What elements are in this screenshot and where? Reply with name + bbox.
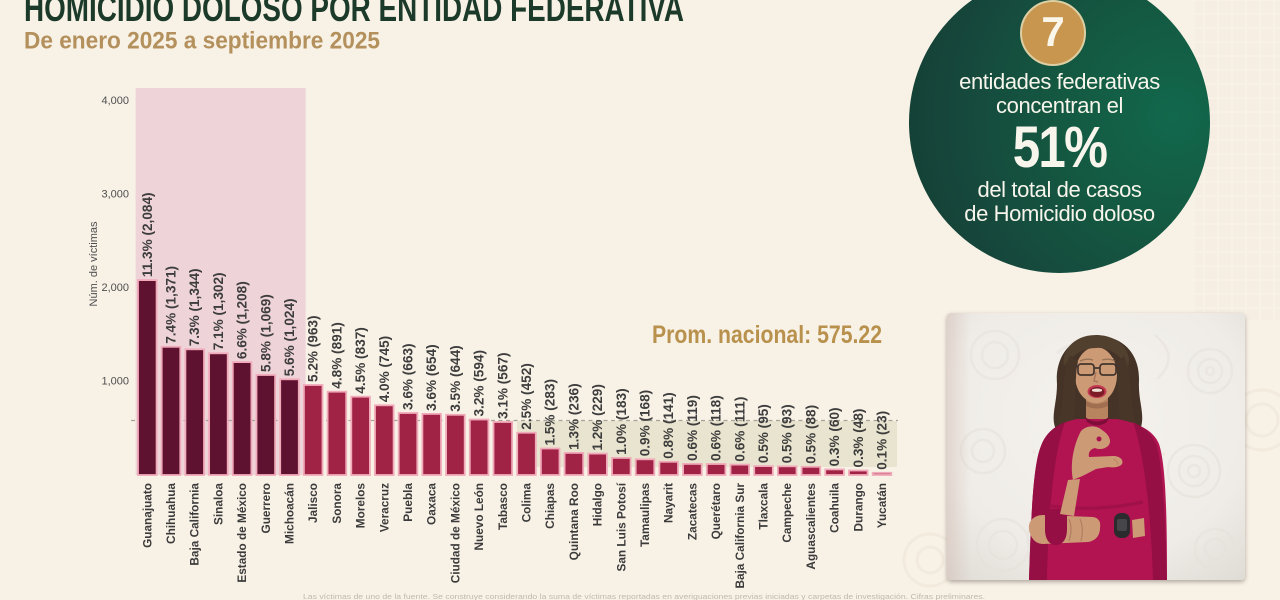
svg-text:3.6% (663): 3.6% (663) [401,344,416,411]
svg-text:0.5% (88): 0.5% (88) [803,405,818,464]
svg-text:3.5% (644): 3.5% (644) [448,345,463,412]
svg-text:HOMICIDIO DOLOSO POR ENTIDAD F: HOMICIDIO DOLOSO POR ENTIDAD FEDERATIVA [24,0,684,29]
svg-text:Baja California: Baja California [188,483,202,566]
svg-text:7.1% (1,302): 7.1% (1,302) [211,272,226,350]
svg-text:0.5% (95): 0.5% (95) [756,404,771,463]
svg-text:0.1% (23): 0.1% (23) [875,411,890,470]
svg-text:San Luis Potosí: San Luis Potosí [614,482,628,571]
svg-text:Jalisco: Jalisco [306,483,320,523]
svg-text:0.3% (60): 0.3% (60) [827,407,842,466]
svg-text:Yucatán: Yucatán [875,483,889,528]
svg-text:Tamaulipas: Tamaulipas [638,483,652,547]
svg-text:0.3% (48): 0.3% (48) [851,409,866,468]
svg-text:Durango: Durango [851,483,865,532]
svg-text:Nuevo León: Nuevo León [472,483,486,551]
svg-text:1.2% (229): 1.2% (229) [590,384,605,451]
svg-text:Guanajuato: Guanajuato [140,483,154,548]
svg-text:11.3% (2,084): 11.3% (2,084) [140,192,155,277]
svg-text:Chihuahua: Chihuahua [164,483,178,544]
svg-text:Prom. nacional: 575.22: Prom. nacional: 575.22 [652,321,882,349]
svg-text:Tabasco: Tabasco [496,483,510,530]
svg-text:Michoacán: Michoacán [283,483,297,544]
svg-text:Puebla: Puebla [401,483,415,522]
svg-text:Ciudad de México: Ciudad de México [448,483,462,583]
svg-text:Sinaloa: Sinaloa [211,483,225,525]
svg-text:0.8% (141): 0.8% (141) [661,392,676,459]
svg-text:5.6% (1,024): 5.6% (1,024) [282,298,297,376]
svg-text:Hidalgo: Hidalgo [591,483,605,526]
svg-text:De enero 2025 a septiembre 202: De enero 2025 a septiembre 2025 [24,28,380,55]
svg-text:Baja California Sur: Baja California Sur [733,483,747,589]
svg-text:Sonora: Sonora [330,483,344,524]
svg-text:7.3% (1,344): 7.3% (1,344) [187,268,202,346]
svg-text:0.5% (93): 0.5% (93) [780,404,795,463]
svg-text:5.8% (1,069): 5.8% (1,069) [258,294,273,372]
svg-text:0.6% (111): 0.6% (111) [732,397,747,462]
svg-text:2.5% (452): 2.5% (452) [519,363,534,430]
svg-text:0.6% (119): 0.6% (119) [685,395,700,461]
svg-text:4.8% (891): 4.8% (891) [329,322,344,389]
svg-text:Zacatecas: Zacatecas [685,483,699,540]
svg-text:7.4% (1,371): 7.4% (1,371) [164,266,179,344]
svg-text:0.9% (168): 0.9% (168) [638,390,653,457]
svg-text:Tlaxcala: Tlaxcala [757,483,771,530]
svg-text:1.3% (236): 1.3% (236) [566,383,581,450]
svg-text:Nayarit: Nayarit [662,483,676,523]
svg-text:3.2% (594): 3.2% (594) [472,350,487,417]
svg-text:1.5% (283): 1.5% (283) [543,379,558,446]
svg-text:3.6% (654): 3.6% (654) [424,344,439,411]
svg-text:Quintana Roo: Quintana Roo [567,483,581,560]
svg-text:3,000: 3,000 [101,189,129,201]
svg-text:5.2% (963): 5.2% (963) [306,316,321,383]
svg-text:1,000: 1,000 [101,376,129,388]
svg-text:Oaxaca: Oaxaca [425,483,439,525]
svg-text:Querétaro: Querétaro [709,483,723,539]
svg-text:0.6% (118): 0.6% (118) [709,395,724,461]
svg-text:1.0% (183): 1.0% (183) [614,388,629,455]
svg-text:Coahuila: Coahuila [828,483,842,533]
svg-text:Colima: Colima [520,483,534,523]
svg-text:4.0% (745): 4.0% (745) [377,336,392,403]
svg-text:Las víctimas de uno de la fuen: Las víctimas de uno de la fuente. Se con… [303,592,985,600]
svg-text:Morelos: Morelos [354,483,368,529]
svg-text:Aguascalientes: Aguascalientes [804,483,818,570]
svg-text:Veracruz: Veracruz [377,483,391,532]
svg-text:Guerrero: Guerrero [259,483,273,533]
svg-text:Campeche: Campeche [780,483,794,543]
svg-text:4,000: 4,000 [101,95,129,107]
svg-text:Estado de México: Estado de México [235,483,249,583]
svg-text:3.1% (567): 3.1% (567) [495,353,510,420]
svg-text:2,000: 2,000 [101,282,129,294]
svg-text:6.6% (1,208): 6.6% (1,208) [235,281,250,359]
svg-text:Núm. de víctimas: Núm. de víctimas [88,221,100,306]
svg-text:Chiapas: Chiapas [543,483,557,529]
svg-text:4.5% (837): 4.5% (837) [353,327,368,394]
